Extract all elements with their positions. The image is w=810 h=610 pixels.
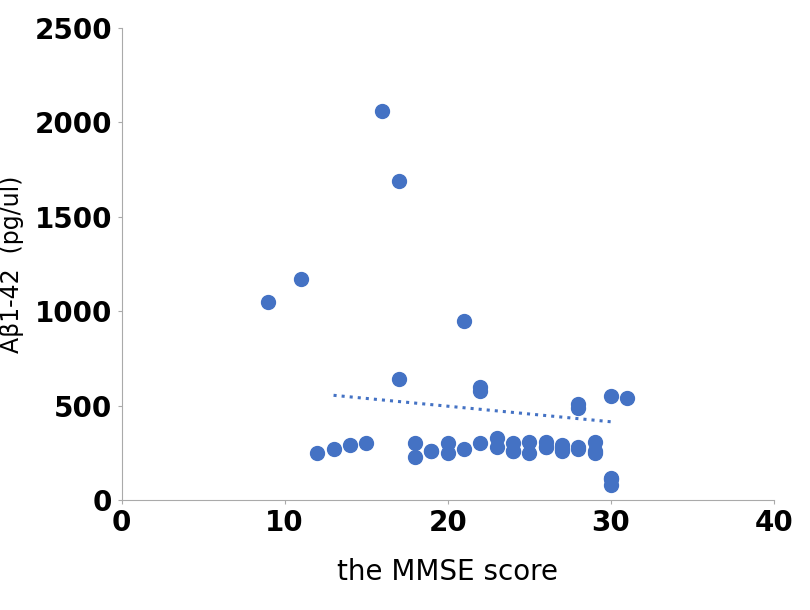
Point <box>588 448 601 458</box>
Point <box>604 480 617 490</box>
Point <box>556 446 569 456</box>
Point <box>506 439 519 448</box>
Point <box>490 442 503 452</box>
Point <box>392 176 405 185</box>
Point <box>425 446 438 456</box>
Point <box>620 393 633 403</box>
Point <box>392 375 405 384</box>
Point <box>458 316 471 326</box>
Point <box>474 386 487 395</box>
Point <box>474 382 487 392</box>
Point <box>343 440 356 450</box>
Point <box>539 437 552 447</box>
Point <box>556 444 569 454</box>
Point <box>539 442 552 452</box>
Point <box>539 442 552 452</box>
Point <box>506 446 519 456</box>
Point <box>572 444 585 454</box>
Point <box>425 446 438 456</box>
Point <box>556 440 569 450</box>
Point <box>506 446 519 456</box>
Point <box>458 444 471 454</box>
Point <box>588 437 601 447</box>
Point <box>572 442 585 452</box>
Point <box>262 297 275 307</box>
Point <box>572 399 585 409</box>
X-axis label: the MMSE score: the MMSE score <box>337 558 558 586</box>
Point <box>311 448 324 458</box>
Point <box>604 392 617 401</box>
Point <box>408 439 421 448</box>
Point <box>376 106 389 116</box>
Point <box>441 439 454 448</box>
Point <box>522 448 535 458</box>
Point <box>474 439 487 448</box>
Point <box>490 433 503 443</box>
Point <box>604 473 617 483</box>
Point <box>522 437 535 447</box>
Point <box>441 448 454 458</box>
Point <box>572 403 585 412</box>
Point <box>408 452 421 462</box>
Point <box>295 274 308 284</box>
Point <box>360 439 373 448</box>
Point <box>604 475 617 484</box>
Point <box>327 444 340 454</box>
Point <box>588 446 601 456</box>
Y-axis label: Aβ1-42  (pg/ul): Aβ1-42 (pg/ul) <box>0 175 23 353</box>
